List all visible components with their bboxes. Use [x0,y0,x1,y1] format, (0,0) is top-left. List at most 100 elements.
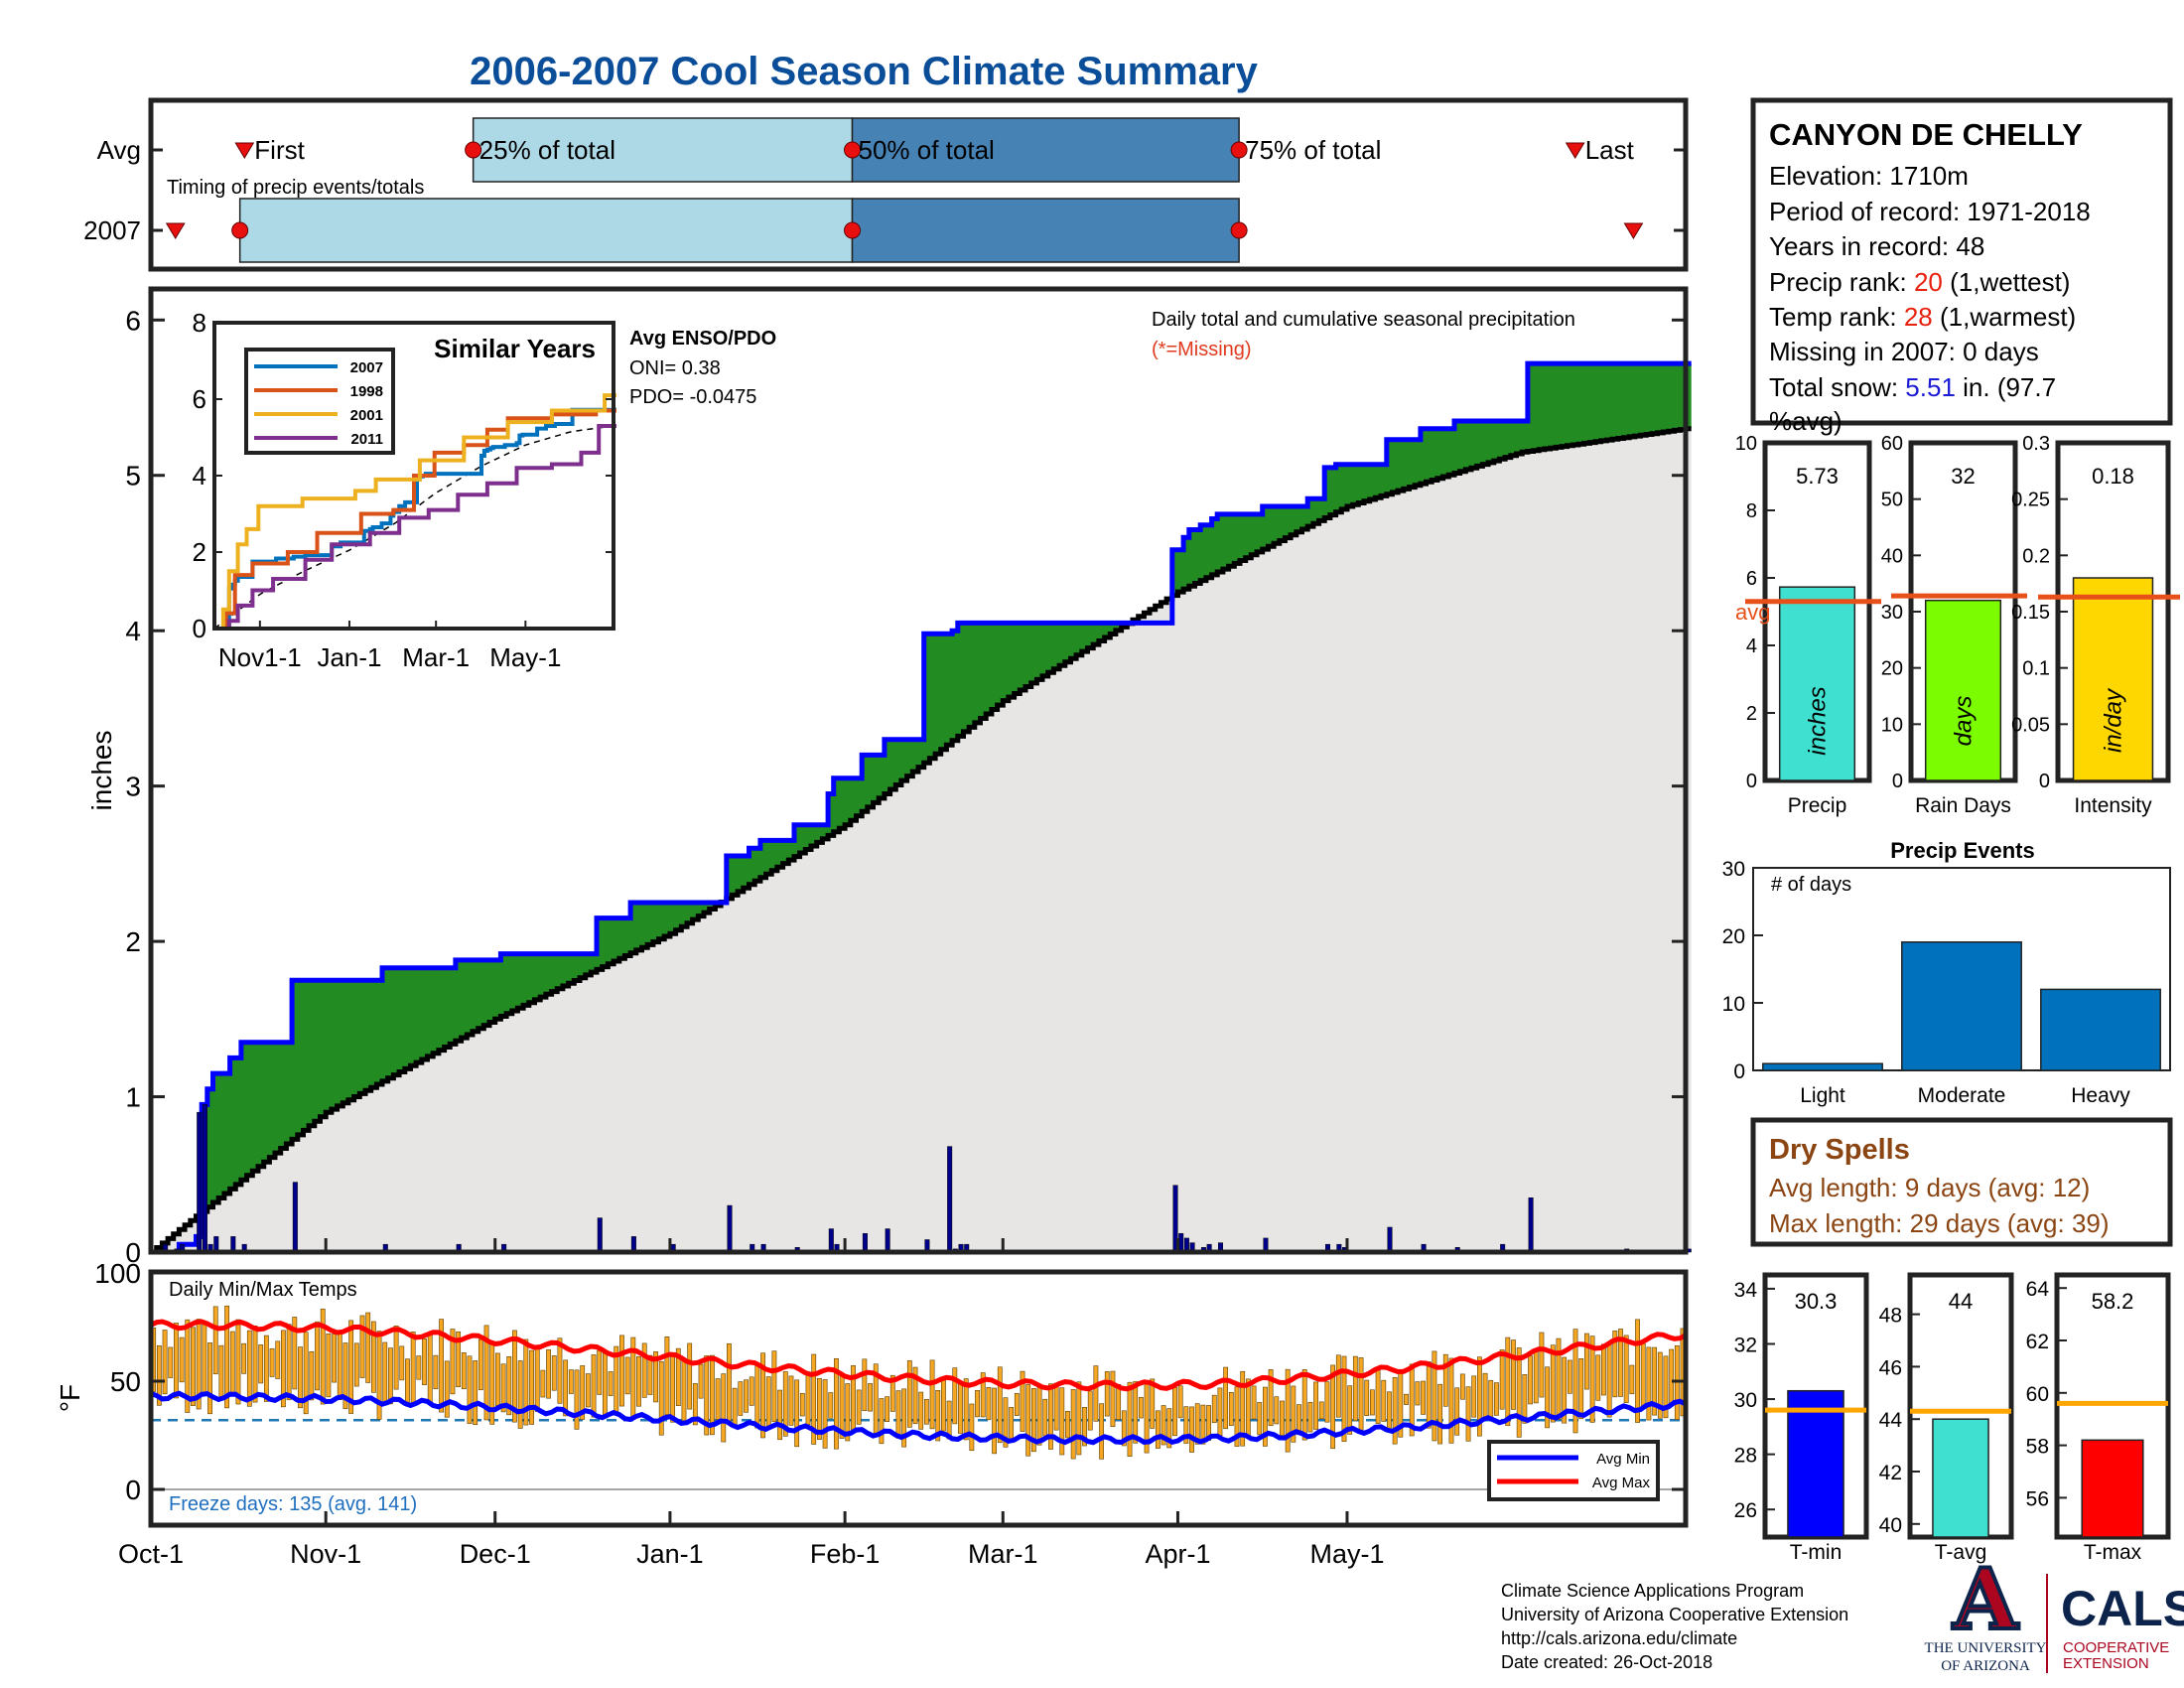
daily-temp-bar [1172,1387,1177,1437]
daily-temp-bar [506,1355,512,1416]
daily-temp-bar [309,1350,315,1401]
daily-temp-bar [1263,1386,1268,1447]
station-info-box [1750,97,2173,426]
daily-temp-bar [1375,1369,1381,1424]
daily-temp-bar [517,1360,523,1429]
daily-temp-bar [534,1346,540,1412]
date-axis-label: May-1 [1309,1539,1384,1569]
temp-bar-ytick-label: 44 [1879,1409,1903,1432]
daily-temp-bar [727,1342,732,1422]
inset-legend-label-2007: 2007 [350,359,383,376]
daily-temp-bar [320,1308,326,1405]
daily-temp-bar [235,1319,241,1405]
daily-temp-bar [1065,1410,1070,1439]
precip-ytick-label: 1 [125,1082,141,1113]
daily-temp-bar [1415,1381,1421,1406]
daily-temp-bar [1387,1391,1392,1430]
daily-temp-bar [619,1335,624,1407]
summary-unit-2: in/day [2101,687,2127,753]
date-axis-label: Oct-1 [118,1539,184,1569]
daily-temp-bar [986,1387,992,1421]
cals-logo: CALS COOPERATIVE EXTENSION [2061,1581,2184,1672]
daily-temp-bar [568,1369,574,1394]
daily-temp-bar [1335,1354,1341,1418]
daily-temp-bar [1459,1373,1465,1400]
daily-temp-bar [1009,1407,1015,1444]
daily-temp-bar [975,1389,980,1418]
daily-temp-bar [856,1389,862,1425]
daily-precip-bar [862,1232,868,1253]
precip-ylabel: inches [86,731,117,811]
daily-temp-bar [483,1325,489,1421]
daily-temp-bar [901,1388,907,1448]
precip-panel-frame [148,286,1689,1255]
daily-precip-bar [197,1111,203,1253]
daily-temp-bar [1280,1400,1285,1436]
timing-dot-avg-q75 [1230,141,1248,159]
daily-temp-bar [416,1355,422,1380]
daily-temp-bar [805,1374,811,1425]
daily-temp-bar [405,1358,410,1407]
summary-ytick-label: 10 [1735,433,1757,455]
daily-temp-bar [935,1390,941,1442]
summary-value-0: 5.73 [1796,464,1839,489]
daily-temp-bar [202,1324,207,1395]
daily-temp-bar [828,1392,834,1419]
summary-value-1: 32 [1951,464,1975,489]
timing-marker-avg-last [1565,142,1585,159]
precip-rank-label: Precip rank: [1769,267,1914,297]
daily-temp-bar [1211,1394,1217,1424]
inset-legend-label-2001: 2001 [350,407,383,424]
summary-bars: 5.73 Precip inches 0 2 4 6 8 10 avg 32 Rain Days day… [1735,433,2180,817]
summary-ytick-label: 8 [1746,500,1757,522]
precip-events-bar-moderate [1901,941,2022,1071]
dry-spells-avg: Avg length: 9 days (avg: 12) [1769,1173,2090,1202]
daily-temp-bar [1448,1357,1454,1444]
daily-temp-bar [353,1342,359,1387]
daily-temp-bar [1545,1366,1551,1429]
daily-temp-bar [969,1403,975,1452]
avg-max-line [149,1319,1688,1392]
daily-temp-bar [1217,1387,1223,1436]
date-axis-label: Apr-1 [1145,1539,1210,1569]
temp-bar-ytick-label: 56 [2026,1487,2049,1510]
summary-unit-0: inches [1805,686,1832,755]
timing-label-q25: 25% of total [479,135,615,165]
temp-bar-label-0: T-min [1790,1541,1843,1564]
temp-bar-ytick-label: 48 [1879,1305,1902,1328]
daily-temp-bar [1324,1381,1330,1423]
daily-temp-bar [895,1390,901,1439]
daily-temp-bar [1409,1363,1415,1437]
temp-bar-t-max [2081,1439,2144,1538]
temps-legend: Avg Min Avg Max [1487,1440,1660,1501]
daily-temp-bar [500,1363,506,1413]
daily-temp-bar [923,1399,929,1425]
daily-temp-bar [1562,1356,1568,1424]
timing-subtitle: Timing of precip events/totals [167,177,424,199]
footer-line-university: University of Arizona Cooperative Extens… [1501,1605,1849,1624]
daily-temp-bar [1471,1375,1477,1418]
daily-temp-bar [816,1377,822,1440]
daily-temp-bar [359,1315,365,1378]
daily-temp-bar [427,1333,433,1403]
timing-dot-avg-q25 [465,141,482,159]
daily-temp-bar [473,1360,478,1426]
date-axis-label: Dec-1 [460,1539,531,1569]
daily-temp-bar [551,1355,557,1391]
summary-ytick-label: 0.25 [2011,490,2050,511]
daily-temp-bar [1313,1381,1318,1430]
ua-logo-text-1: THE UNIVERSITY [1925,1640,2047,1656]
cals-logo-text: CALS [2061,1581,2184,1636]
daily-temp-bar [580,1365,586,1420]
daily-temp-bar [1160,1405,1166,1446]
summary-ytick-label: 50 [1881,490,1903,511]
daily-temp-bar [1138,1397,1144,1419]
temp-bar-ytick-label: 42 [1879,1462,1902,1484]
daily-temp-bar [185,1319,191,1413]
daily-temp-bar [1099,1403,1104,1460]
precip-ytick-label: 5 [125,461,141,492]
chart-title: 2006-2007 Cool Season Climate Summary [470,50,1258,93]
daily-temp-bar [1652,1346,1657,1416]
inset-ytick-label: 8 [193,308,206,338]
